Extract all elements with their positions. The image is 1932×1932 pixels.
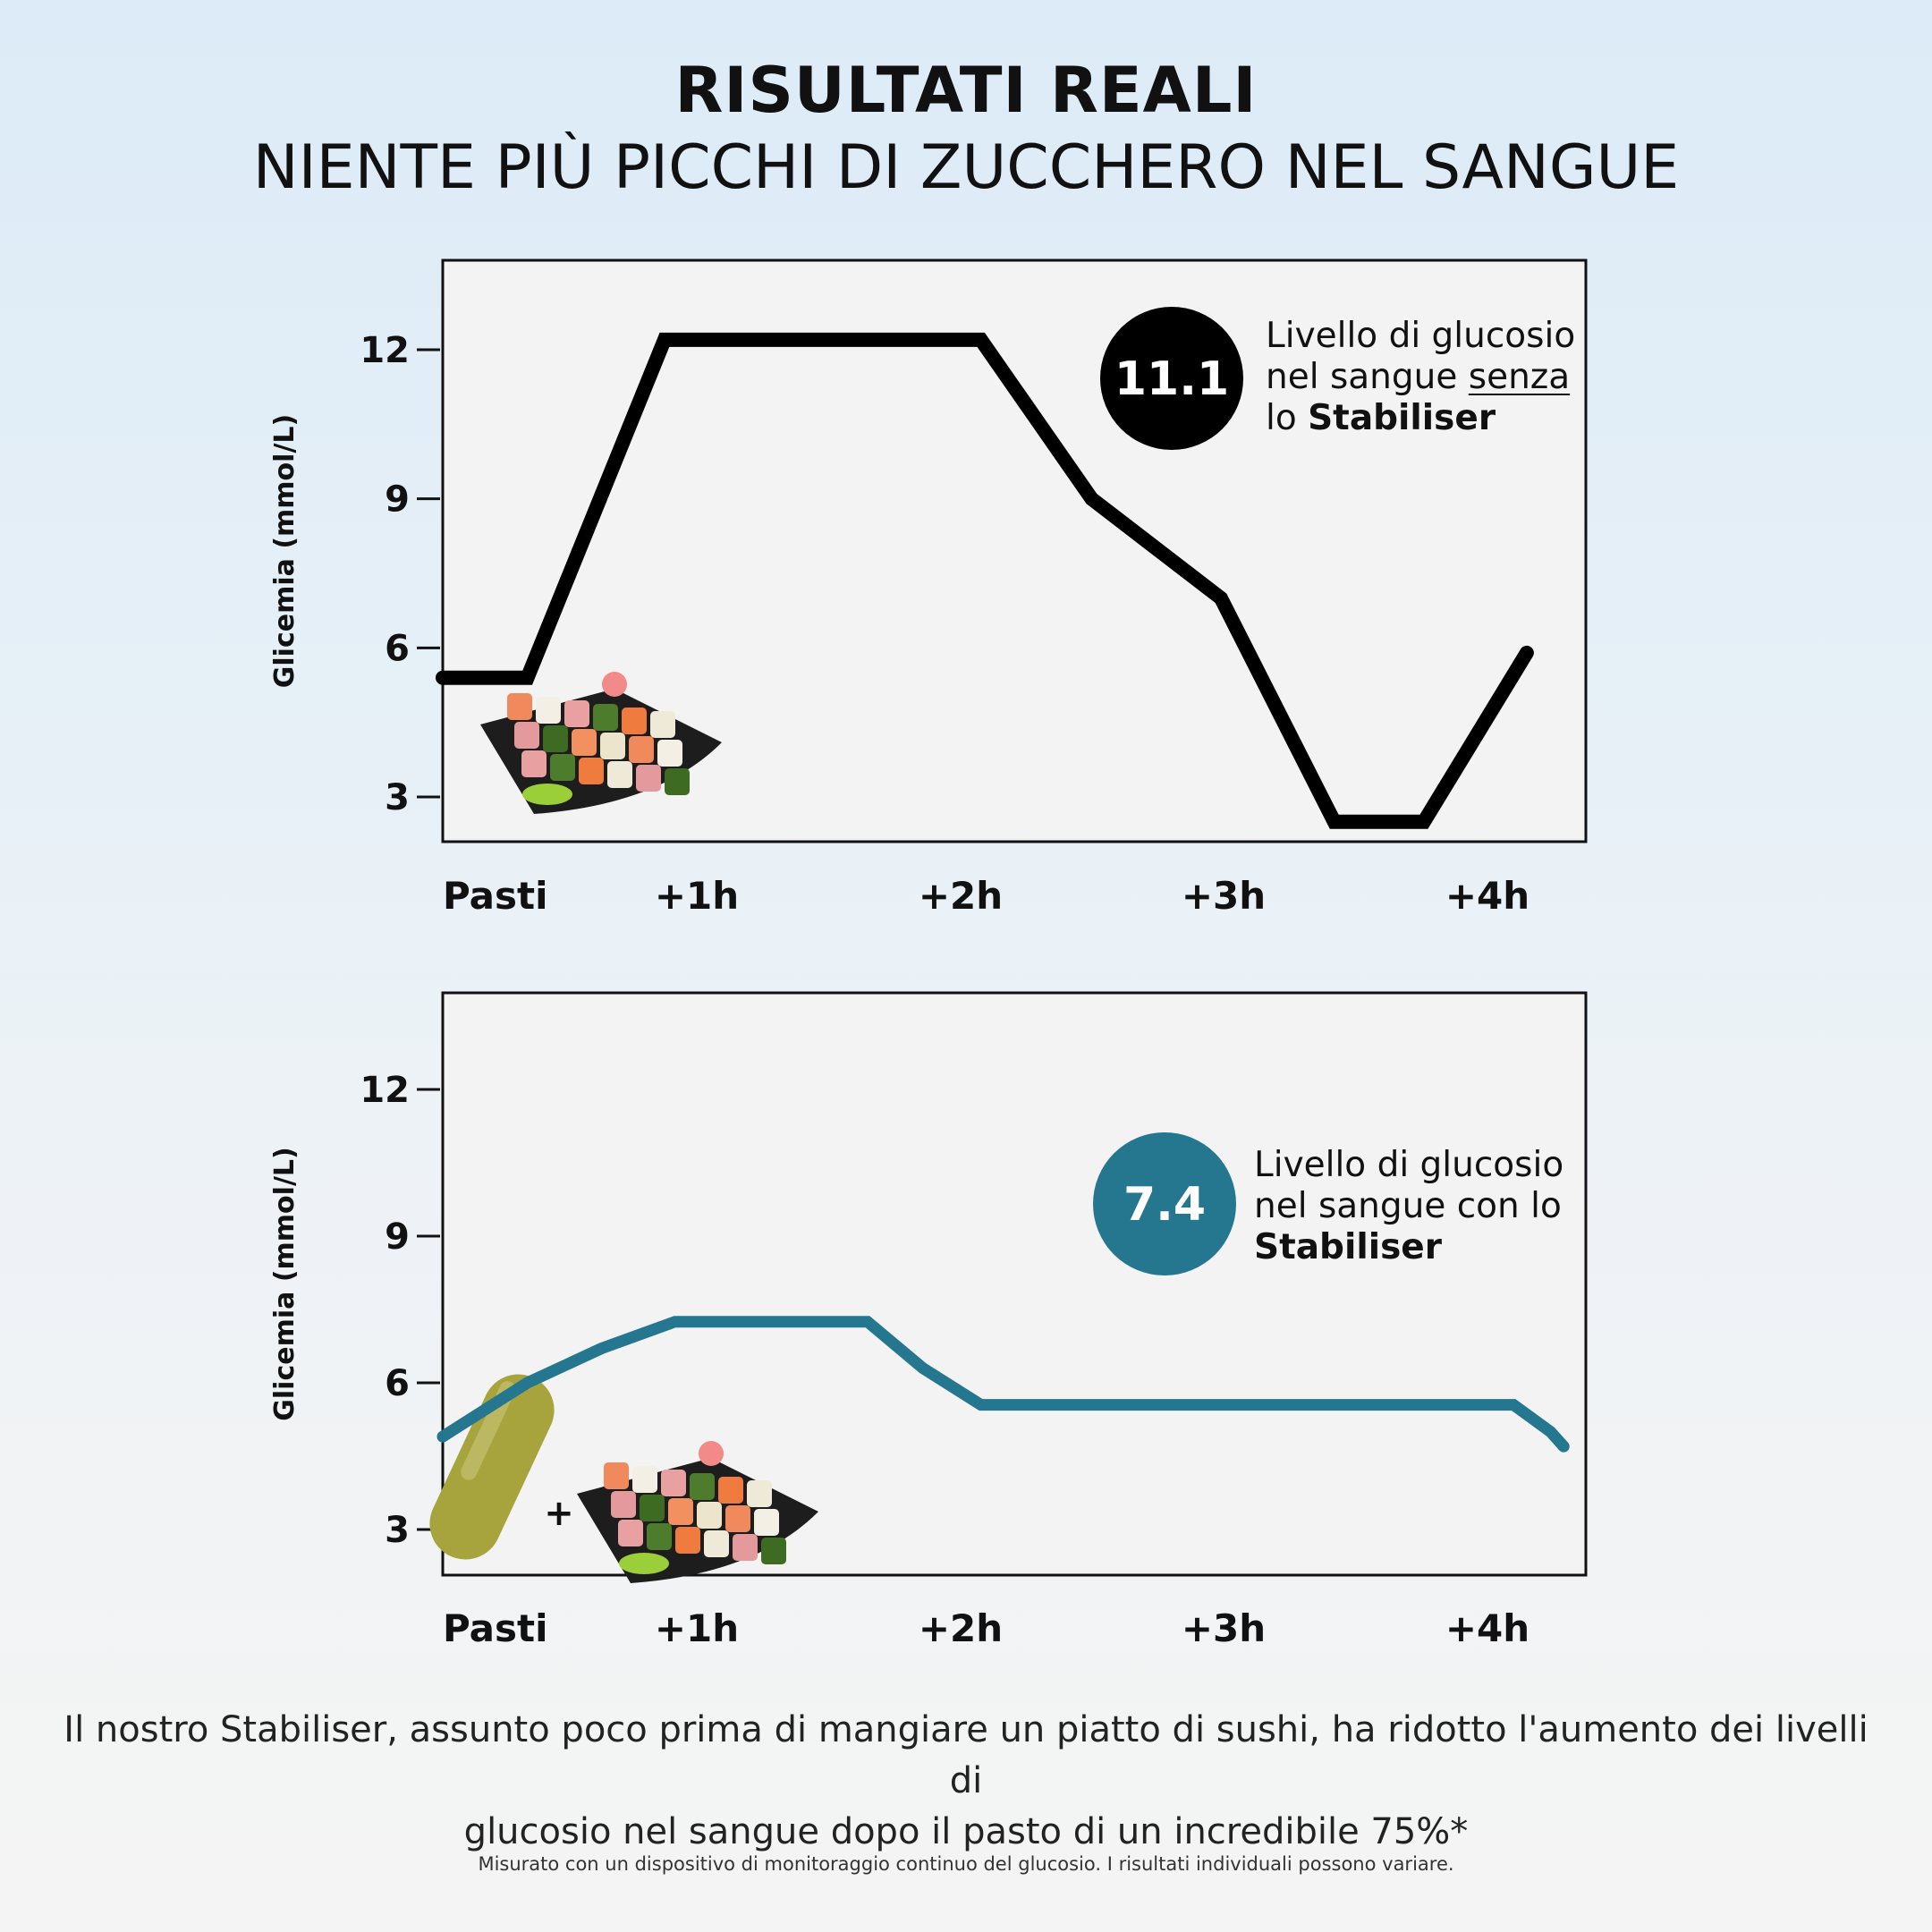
legend-text: lo xyxy=(1266,398,1309,438)
y-axis-label: Glicemia (mmol/L) xyxy=(269,414,301,688)
y-tick-label: 3 xyxy=(385,1510,410,1551)
y-tick-label: 6 xyxy=(385,1363,410,1404)
legend-line: nel sangue con lo xyxy=(1254,1186,1562,1226)
sushi-roll xyxy=(761,1538,786,1564)
legend-line: nel sangue senza xyxy=(1266,357,1575,398)
sushi-roll xyxy=(550,754,575,781)
legend-product: Stabiliser xyxy=(1254,1227,1442,1267)
footnote: Misurato con un dispositivo di monitorag… xyxy=(478,1853,1454,1875)
badge-value: 11.1 xyxy=(1114,352,1229,406)
x-tick-label: Pasti xyxy=(443,874,547,918)
sushi-roll xyxy=(579,758,604,784)
sushi-roll xyxy=(572,729,597,756)
ginger xyxy=(602,672,627,697)
sushi-roll xyxy=(618,1520,643,1546)
caption-line: glucosio nel sangue dopo il pasto di un … xyxy=(463,1811,1469,1852)
sushi-roll xyxy=(536,697,561,724)
legend-line: Stabiliser xyxy=(1254,1227,1563,1268)
sushi-roll xyxy=(607,761,632,788)
wasabi xyxy=(619,1553,669,1574)
sushi-roll xyxy=(636,765,661,792)
sushi-roll xyxy=(718,1477,743,1504)
sushi-roll xyxy=(640,1495,665,1521)
y-axis-label: Glicemia (mmol/L) xyxy=(269,1147,301,1420)
sushi-roll xyxy=(668,1498,693,1525)
capsule-body xyxy=(429,1374,555,1560)
legend-emphasis: senza xyxy=(1468,357,1571,397)
wasabi xyxy=(522,784,572,805)
sushi-plate-image xyxy=(577,1441,818,1583)
chart-without-stabiliser: 3 6 9 12 Glicemia (mmol/L) Pasti +1h +2h +3h +4h 1… xyxy=(269,258,1588,918)
legend-product: Stabiliser xyxy=(1308,398,1496,438)
x-tick-label: Pasti xyxy=(443,1606,547,1650)
badge-value: 7.4 xyxy=(1123,1178,1206,1232)
sushi-roll xyxy=(697,1502,722,1529)
sushi-roll xyxy=(754,1509,779,1536)
chart-with-stabiliser: 3 6 9 12 Glicemia (mmol/L) Pasti +1h +2h +3h +4h +… xyxy=(269,991,1588,1650)
page-title: RISULTATI REALI xyxy=(674,54,1258,127)
y-tick-label: 12 xyxy=(360,1070,410,1111)
y-tick-label: 9 xyxy=(385,479,410,521)
sushi-roll xyxy=(704,1530,729,1557)
badge-circle xyxy=(1093,1132,1236,1275)
y-tick-label: 9 xyxy=(385,1216,410,1258)
legend-line: lo Stabiliser xyxy=(1266,398,1575,439)
sushi-roll xyxy=(665,768,690,795)
x-tick-label: +2h xyxy=(919,1606,1003,1650)
sushi-roll xyxy=(564,700,589,727)
plus-sign: + xyxy=(544,1493,574,1534)
legend-text: nel sangue xyxy=(1266,357,1469,397)
caption: Il nostro Stabiliser, assunto poco prima… xyxy=(54,1705,1878,1858)
sushi-roll xyxy=(611,1491,636,1518)
sushi-roll xyxy=(543,725,568,752)
sushi-roll xyxy=(604,1462,629,1489)
ginger xyxy=(699,1441,724,1466)
x-tick-label: +2h xyxy=(919,874,1003,918)
sushi-roll xyxy=(650,711,675,738)
x-tick-label: +3h xyxy=(1182,874,1266,918)
caption-line: Il nostro Stabiliser, assunto poco prima… xyxy=(64,1709,1868,1801)
x-tick-label: +1h xyxy=(655,1606,739,1650)
legend-with: Livello di glucosio nel sangue con lo St… xyxy=(1254,1145,1563,1268)
legend-without: Livello di glucosio nel sangue senza lo … xyxy=(1266,316,1575,439)
badge-circle xyxy=(1100,307,1243,450)
legend-line: Livello di glucosio xyxy=(1266,316,1576,356)
y-tick-label: 3 xyxy=(385,777,410,818)
x-tick-label: +1h xyxy=(655,874,739,918)
sushi-roll xyxy=(593,704,618,731)
y-tick-label: 6 xyxy=(385,628,410,669)
sushi-roll xyxy=(725,1505,750,1532)
x-tick-label: +4h xyxy=(1445,874,1530,918)
sushi-roll xyxy=(733,1534,758,1561)
sushi-roll xyxy=(747,1480,772,1507)
sushi-roll xyxy=(661,1470,686,1496)
sushi-roll xyxy=(690,1473,715,1500)
x-tick-label: +3h xyxy=(1182,1606,1266,1650)
x-tick-label: +4h xyxy=(1445,1606,1530,1650)
sushi-roll xyxy=(629,736,654,763)
y-tick-label: 12 xyxy=(360,330,410,371)
sushi-roll xyxy=(675,1527,700,1554)
sushi-roll xyxy=(657,740,682,767)
sushi-roll xyxy=(632,1466,657,1493)
sushi-roll xyxy=(521,750,547,777)
legend-line: Livello di glucosio xyxy=(1254,1145,1564,1185)
sushi-plate-image xyxy=(480,672,722,814)
sushi-roll xyxy=(507,693,532,720)
sushi-roll xyxy=(600,733,625,759)
glucose-series-line xyxy=(436,1316,1570,1453)
sushi-roll xyxy=(647,1523,672,1550)
sushi-roll xyxy=(514,722,539,749)
page-subtitle: NIENTE PIÙ PICCHI DI ZUCCHERO NEL SANGUE xyxy=(252,132,1680,203)
sushi-roll xyxy=(622,708,647,734)
glucose-series-line xyxy=(436,332,1534,829)
